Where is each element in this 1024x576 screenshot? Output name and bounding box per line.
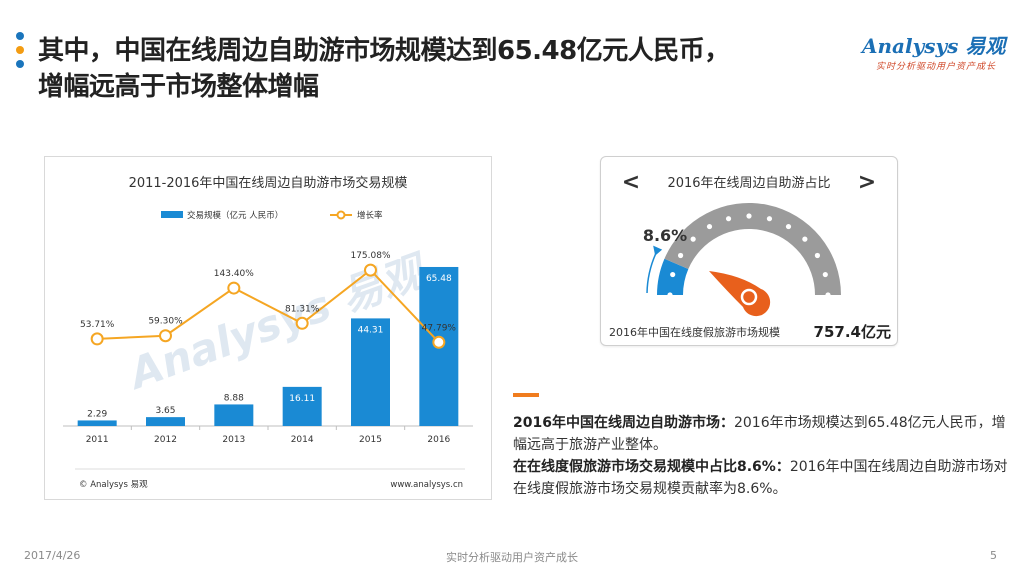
chart-footer-copyright: © Analysys 易观 (79, 480, 148, 490)
bar-label-2011: 2.29 (87, 409, 107, 419)
growth-rate-line (97, 268, 440, 343)
bar-label-2013: 8.88 (224, 393, 244, 403)
title-bullet-dot-1 (16, 32, 24, 40)
share-gauge-svg: < > 2016年在线周边自助游占比 8.6% 2016年中国在线度假旅游市场规… (609, 170, 891, 341)
bar-2014 (282, 386, 322, 426)
bar-label-2015: 44.31 (358, 325, 384, 335)
gauge-prev-button[interactable]: < (622, 170, 640, 195)
gauge-caption: 2016年中国在线度假旅游市场规模 (609, 325, 780, 339)
gauge-dot (785, 223, 792, 230)
bar-label-2012: 3.65 (155, 406, 175, 416)
market-size-chart-svg: 2011-2016年中国在线周边自助游市场交易规模 交易规模（亿元 人民币） 增… (63, 175, 473, 490)
legend-line-marker (336, 210, 346, 220)
market-size-chart: 2011-2016年中国在线周边自助游市场交易规模 交易规模（亿元 人民币） 增… (44, 156, 492, 500)
legend-line-label: 增长率 (357, 210, 383, 221)
gauge-dot (725, 216, 732, 222)
gauge-needle-hub (740, 288, 758, 306)
x-tick-2016: 2016 (427, 435, 450, 445)
title-bullet-dot-2 (16, 46, 24, 54)
page-title-line-1: 其中，中国在线周边自助游市场规模达到65.48亿元人民币， (38, 36, 730, 66)
gauge-caption-value: 757.4亿元 (814, 323, 891, 341)
growth-label-2016: 47.79% (422, 323, 457, 333)
summary-1-heading: 2016年中国在线周边自助游市场： (513, 415, 734, 431)
summary-2-heading: 在在线度假旅游市场交易规模中占比8.6%： (513, 459, 790, 475)
growth-point-2012 (159, 329, 172, 343)
gauge-needle-body (709, 271, 771, 317)
growth-label-2013: 143.40% (214, 269, 254, 279)
gauge-dot (690, 236, 696, 242)
footer-page-number: 5 (990, 549, 997, 562)
bar-label-2016: 65.48 (426, 274, 452, 284)
summary-accent-bar (513, 393, 539, 397)
legend-bar-label: 交易规模（亿元 人民币） (187, 210, 283, 221)
summary-paragraph-1: 2016年中国在线周边自助游市场：2016年市场规模达到65.48亿元人民币，增… (513, 412, 1018, 456)
gauge-dot (822, 271, 828, 278)
growth-label-2011: 53.71% (80, 320, 115, 330)
page-title-line-2: 增幅远高于市场整体增幅 (38, 72, 319, 102)
gauge-dot (814, 252, 821, 259)
chart-footer-url: www.analysys.cn (390, 480, 463, 490)
growth-label-2014: 81.31% (285, 304, 320, 314)
x-tick-2014: 2014 (291, 435, 314, 445)
gauge-dot (670, 271, 676, 278)
share-gauge-card: < > 2016年在线周边自助游占比 8.6% 2016年中国在线度假旅游市场规… (600, 156, 898, 346)
x-tick-2012: 2012 (154, 435, 177, 445)
gauge-track-arc (664, 203, 841, 295)
bar-2012 (146, 417, 185, 426)
x-tick-2013: 2013 (222, 435, 245, 445)
gauge-dot (825, 292, 831, 298)
growth-point-2013 (227, 281, 241, 295)
legend-bar-swatch (161, 211, 183, 218)
gauge-dot (706, 223, 713, 230)
gauge-dot (746, 213, 752, 219)
gauge-dot (766, 216, 773, 222)
title-bullet-dot-3 (16, 60, 24, 68)
gauge-dot (677, 252, 684, 259)
growth-point-2011 (90, 332, 104, 346)
chart-title: 2011-2016年中国在线周边自助游市场交易规模 (129, 175, 408, 191)
gauge-arrowhead-icon (653, 245, 663, 256)
gauge-dot (667, 292, 673, 298)
x-tick-2011: 2011 (86, 435, 109, 445)
summary-2-body: 2016年中国在线周边自助游市场对在线度假旅游市场交易规模贡献率为8.6%。 (513, 459, 1008, 497)
brand-logo: Analysys 易观 实时分析驱动用户资产成长 (862, 30, 1005, 72)
summary-1-body: 2016年市场规模达到65.48亿元人民币，增幅远高于旅游产业整体。 (513, 415, 1006, 453)
footer-slogan: 实时分析驱动用户资产成长 (446, 551, 578, 564)
brand-logo-text: Analysys 易观 (862, 34, 1006, 58)
gauge-dot (802, 236, 808, 242)
growth-point-2014 (295, 316, 309, 330)
gauge-arrow-icon (646, 250, 658, 293)
gauge-next-button[interactable]: > (858, 170, 876, 195)
growth-point-2015 (364, 263, 377, 277)
growth-point-2016 (432, 335, 446, 349)
summary-paragraph-2: 在在线度假旅游市场交易规模中占比8.6%：2016年中国在线周边自助游市场对在线… (513, 456, 1018, 500)
gauge-title: 2016年在线周边自助游占比 (667, 176, 830, 191)
growth-label-2015: 175.08% (350, 251, 390, 261)
x-tick-2015: 2015 (359, 435, 382, 445)
gauge-needle (709, 271, 771, 317)
gauge-percent-label: 8.6% (643, 226, 687, 245)
brand-slogan: 实时分析驱动用户资产成长 (876, 62, 997, 72)
bar-label-2014: 16.11 (289, 394, 315, 404)
bar-2013 (214, 404, 254, 426)
growth-label-2012: 59.30% (148, 317, 183, 327)
bar-2015 (351, 318, 390, 426)
bar-2011 (77, 420, 117, 426)
footer-date: 2017/4/26 (24, 549, 81, 562)
